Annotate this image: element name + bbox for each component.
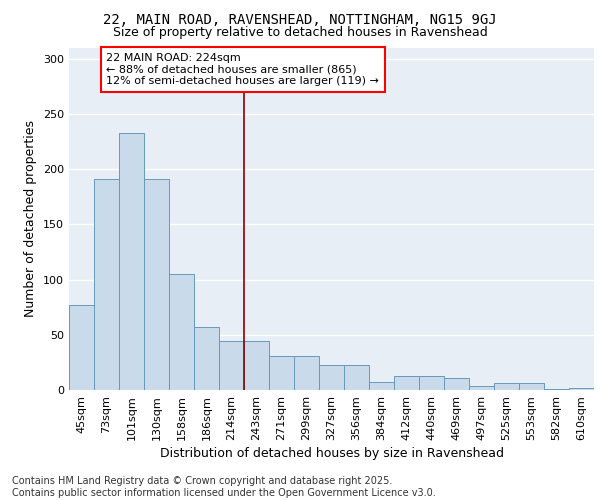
Text: 22, MAIN ROAD, RAVENSHEAD, NOTTINGHAM, NG15 9GJ: 22, MAIN ROAD, RAVENSHEAD, NOTTINGHAM, N… — [103, 12, 497, 26]
Bar — [469, 386, 494, 390]
Bar — [169, 274, 194, 390]
Text: 22 MAIN ROAD: 224sqm
← 88% of detached houses are smaller (865)
12% of semi-deta: 22 MAIN ROAD: 224sqm ← 88% of detached h… — [107, 53, 379, 86]
Bar — [419, 376, 444, 390]
Bar — [394, 376, 419, 390]
Bar — [219, 342, 244, 390]
Bar — [494, 384, 519, 390]
X-axis label: Distribution of detached houses by size in Ravenshead: Distribution of detached houses by size … — [160, 447, 503, 460]
Bar — [319, 364, 344, 390]
Bar — [269, 356, 294, 390]
Text: Contains HM Land Registry data © Crown copyright and database right 2025.
Contai: Contains HM Land Registry data © Crown c… — [12, 476, 436, 498]
Bar — [369, 382, 394, 390]
Text: Size of property relative to detached houses in Ravenshead: Size of property relative to detached ho… — [113, 26, 487, 39]
Bar — [194, 327, 219, 390]
Bar — [244, 342, 269, 390]
Bar — [569, 388, 594, 390]
Bar — [144, 179, 169, 390]
Bar — [544, 389, 569, 390]
Bar — [119, 132, 144, 390]
Y-axis label: Number of detached properties: Number of detached properties — [25, 120, 37, 318]
Bar — [69, 305, 94, 390]
Bar — [344, 364, 369, 390]
Bar — [94, 179, 119, 390]
Bar — [519, 384, 544, 390]
Bar — [444, 378, 469, 390]
Bar — [294, 356, 319, 390]
